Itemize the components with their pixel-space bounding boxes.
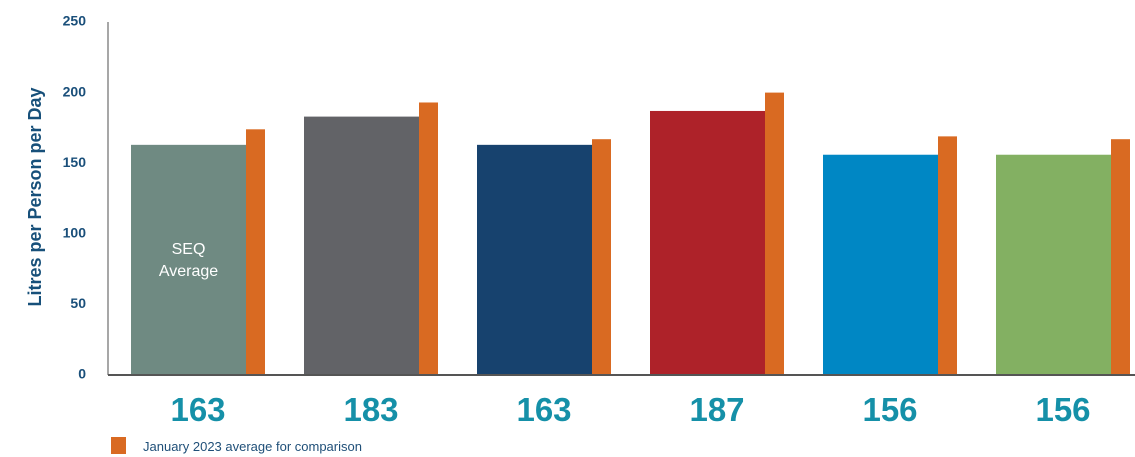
bar-main [996,154,1111,375]
y-axis-ticks: 0 50 100 150 200 250 [63,13,87,382]
bar-main [304,116,419,375]
y-tick-label: 250 [63,13,87,29]
y-tick-label: 150 [63,154,87,170]
legend-label: January 2023 average for comparison [143,439,362,454]
value-labels: 163 183 163 187 156 156 [170,391,1090,428]
y-tick-label: 0 [78,366,86,382]
bar-comparison [765,92,784,375]
bar-value-label: 163 [516,391,571,428]
y-tick-label: 50 [70,295,86,311]
y-tick-label: 100 [63,225,87,241]
bar-annotation: SEQ [172,241,206,258]
bar-value-label: 187 [689,391,744,428]
legend: January 2023 average for comparison [111,437,362,454]
bar-value-label: 156 [1035,391,1090,428]
annotations: SEQ Average [159,241,218,280]
bar-main [131,144,246,375]
bar-comparison [938,136,957,375]
bar-comparison [592,139,611,375]
y-axis-label: Litres per Person per Day [25,87,45,306]
bar-value-label: 163 [170,391,225,428]
bars [131,92,1130,376]
bar-comparison [1111,139,1130,375]
bar-main [823,154,938,375]
bar-annotation: Average [159,263,218,280]
bar-comparison [419,102,438,375]
bar-value-label: 183 [343,391,398,428]
bar-main [477,144,592,375]
bar-value-label: 156 [862,391,917,428]
bar-main [650,110,765,376]
y-tick-label: 200 [63,83,87,99]
legend-swatch [111,437,126,454]
bar-comparison [246,129,265,375]
